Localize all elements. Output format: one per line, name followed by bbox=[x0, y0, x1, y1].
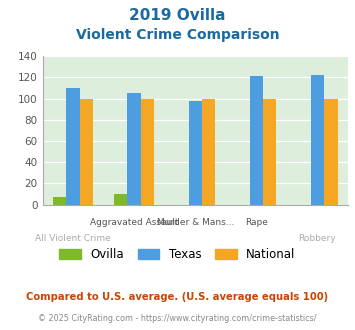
Bar bbox=[324, 99, 338, 205]
Bar bbox=[127, 93, 141, 205]
Bar bbox=[66, 88, 80, 205]
Text: Murder & Mans...: Murder & Mans... bbox=[157, 218, 234, 227]
Legend: Ovilla, Texas, National: Ovilla, Texas, National bbox=[55, 244, 300, 266]
Bar bbox=[141, 99, 154, 205]
Text: Rape: Rape bbox=[245, 218, 268, 227]
Text: © 2025 CityRating.com - https://www.cityrating.com/crime-statistics/: © 2025 CityRating.com - https://www.city… bbox=[38, 314, 317, 323]
Text: Aggravated Assault: Aggravated Assault bbox=[90, 218, 179, 227]
Text: Robbery: Robbery bbox=[299, 234, 336, 243]
Bar bbox=[202, 99, 215, 205]
Bar bbox=[189, 101, 202, 205]
Text: 2019 Ovilla: 2019 Ovilla bbox=[129, 8, 226, 23]
Bar bbox=[114, 194, 127, 205]
Bar bbox=[53, 197, 66, 205]
Text: Compared to U.S. average. (U.S. average equals 100): Compared to U.S. average. (U.S. average … bbox=[26, 292, 329, 302]
Text: All Violent Crime: All Violent Crime bbox=[35, 234, 111, 243]
Bar bbox=[80, 99, 93, 205]
Bar bbox=[311, 75, 324, 205]
Text: Violent Crime Comparison: Violent Crime Comparison bbox=[76, 28, 279, 42]
Bar bbox=[263, 99, 277, 205]
Bar bbox=[250, 76, 263, 205]
